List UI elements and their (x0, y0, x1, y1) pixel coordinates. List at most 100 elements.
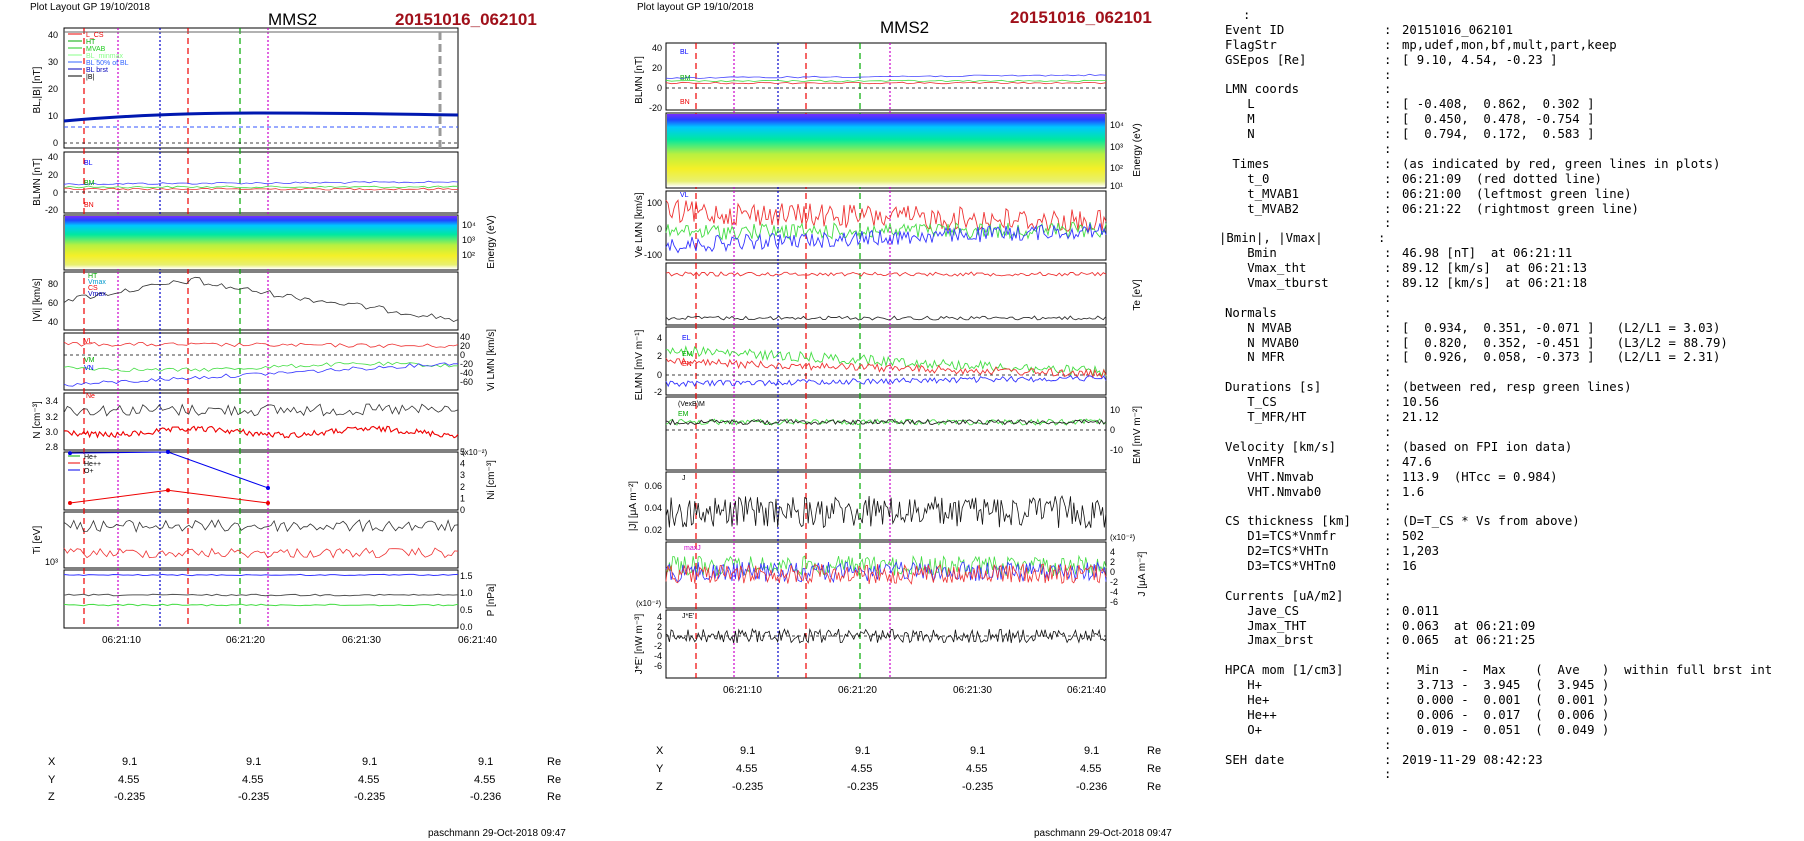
x-tick-label: 06:21:10 (723, 685, 762, 696)
legend-label: BN (84, 202, 94, 209)
summary-key: t_MVAB1 (1225, 186, 1300, 201)
ion-spectrogram (65, 216, 457, 269)
series-O+ (69, 451, 269, 489)
summary-value: 502 (1402, 529, 1425, 544)
y-tick-label: 1 (460, 493, 465, 503)
y-tick-label: 2 (460, 482, 465, 492)
summary-key: Vmax_tht (1225, 261, 1307, 276)
legend-label: BM (84, 180, 95, 187)
summary-colon: : (1384, 380, 1392, 395)
summary-colon: : (1384, 678, 1392, 693)
summary-key (1225, 648, 1384, 663)
y-tick-label: 30 (48, 57, 58, 67)
mid-coord-label-x: X (656, 745, 664, 757)
y-tick-label: 80 (48, 279, 58, 289)
mid-coord-z-3: -0.235 (962, 781, 994, 793)
series-BN (665, 81, 1107, 85)
summary-colon: : (1384, 633, 1392, 648)
series-Tperp (665, 315, 1107, 321)
y-tick-label: 4 (657, 612, 662, 622)
y-tick-label: -100 (644, 250, 662, 260)
summary-colon: : (1384, 52, 1392, 67)
mid-coord-z-1: -0.235 (732, 781, 764, 793)
summary-line: : (1225, 767, 1800, 782)
y-axis-label: BLMN [nT] (32, 158, 43, 206)
data-point-He++ (166, 488, 170, 493)
summary-value: (D=T_CS * Vs from above) (1402, 514, 1580, 529)
mid-coord-unit-y: Re (1147, 763, 1162, 775)
y-tick-label: 40 (460, 332, 470, 342)
summary-key: N MVAB (1225, 320, 1292, 335)
summary-colon: : (1384, 529, 1392, 544)
left-event-id: 20151016_062101 (395, 10, 537, 29)
summary-colon: : (1384, 142, 1392, 157)
summary-value: [ 9.10, 4.54, -0.23 ] (1402, 52, 1558, 67)
left-footer: paschmann 29-Oct-2018 09:47 (428, 828, 566, 839)
y-axis-label: BL,|B| [nT] (32, 66, 43, 113)
y-tick-label: 1.5 (460, 571, 473, 581)
data-point-He++ (68, 501, 72, 506)
summary-colon: : (1384, 276, 1392, 291)
y-axis-label: Ti [eV] (32, 526, 43, 555)
legend-label: MVAB (86, 46, 106, 53)
mid-coord-x-1: 9.1 (740, 745, 756, 757)
summary-line: Jmax_THT:0.063 at 06:21:09 (1225, 619, 1800, 634)
summary-colon: : (1384, 454, 1392, 469)
summary-line: : (1225, 142, 1800, 157)
panel-frame (63, 27, 459, 149)
summary-key (1225, 499, 1384, 514)
summary-line: : (1225, 291, 1800, 306)
summary-value: 1,203 (1402, 544, 1440, 559)
summary-key: N MFR (1225, 350, 1285, 365)
summary-key (1225, 365, 1384, 380)
summary-colon: : (1384, 544, 1392, 559)
y-tick-label: 10² (462, 250, 475, 260)
summary-colon: : (1384, 67, 1392, 82)
y-axis-label: |J| [μA m⁻²] (628, 481, 639, 531)
summary-value: 47.6 (1402, 454, 1432, 469)
summary-line: M: [ 0.450, 0.478, -0.754 ] (1225, 112, 1800, 127)
y-tick-label: 0.02 (644, 525, 662, 535)
data-point-O+ (166, 450, 170, 454)
summary-key (1225, 216, 1384, 231)
left-coord-label-z: Z (48, 791, 55, 803)
summary-colon: : (1384, 648, 1392, 663)
summary-colon: : (1384, 246, 1392, 261)
summary-colon: : (1384, 350, 1392, 365)
y-axis-label: Vi LMN [km/s] (486, 329, 497, 391)
legend-label: Vmax (88, 291, 106, 298)
y-tick-label: -2 (654, 641, 662, 651)
summary-value: 0.006 - 0.017 ( 0.006 ) (1402, 707, 1610, 722)
left-spacecraft: MMS2 (268, 10, 318, 29)
summary-value: 1.6 (1402, 484, 1425, 499)
summary-value: 113.9 (HTcc = 0.984) (1402, 469, 1558, 484)
summary-colon: : (1384, 112, 1392, 127)
y-tick-label: 0 (657, 631, 662, 641)
summary-colon: : (1378, 231, 1386, 246)
panel-frame (63, 271, 459, 331)
summary-line: Vmax_tht:89.12 [km/s] at 06:21:13 (1225, 261, 1800, 276)
summary-line: Vmax_tburst:89.12 [km/s] at 06:21:18 (1225, 276, 1800, 291)
panel-frame (665, 42, 1107, 111)
summary-key (1225, 574, 1384, 589)
y-tick-label: 0.0 (460, 622, 473, 632)
summary-colon (1225, 8, 1243, 23)
summary-key: VHT.Nmvab0 (1225, 484, 1322, 499)
summary-key: He+ (1225, 692, 1270, 707)
y-scale-label: (x10⁻²) (1110, 533, 1135, 542)
mid-coord-y-4: 4.55 (1080, 763, 1102, 775)
panel-frame (665, 112, 1107, 189)
mid-coord-y-3: 4.55 (966, 763, 988, 775)
x-tick-label: 06:21:40 (458, 635, 497, 646)
summary-key: Times (1225, 156, 1270, 171)
y-tick-label: 3 (460, 470, 465, 480)
legend-label: VM (84, 357, 95, 364)
summary-line: : (1225, 216, 1800, 231)
y-tick-label: -20 (649, 103, 662, 113)
y-axis-label: J*E' [nW m⁻³] (634, 614, 645, 675)
legend-label: CS (88, 285, 98, 292)
panel-frame (665, 609, 1107, 679)
summary-line: : (1225, 68, 1800, 83)
legend-label: J*E' (682, 613, 694, 620)
